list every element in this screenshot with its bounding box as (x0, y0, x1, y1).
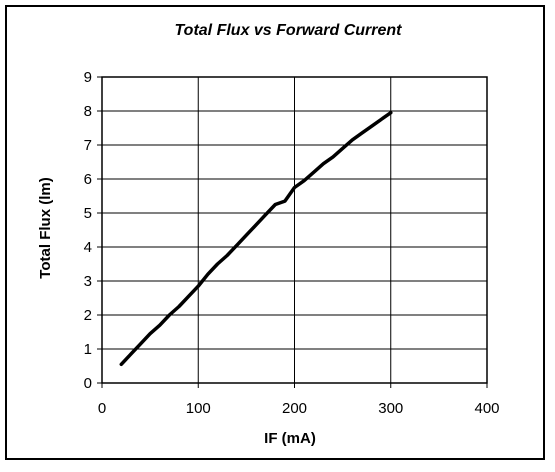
y-tick-label: 3 (84, 273, 92, 290)
x-tick-label: 100 (186, 400, 211, 417)
y-tick-label: 8 (84, 103, 92, 120)
series-line (119, 110, 393, 367)
axis-ticks: 0 1 2 3 4 5 6 7 8 9 0 100 200 300 400 (84, 69, 500, 417)
y-tick-label: 6 (84, 171, 92, 188)
x-tick-label: 200 (282, 400, 307, 417)
y-tick-label: 4 (84, 239, 92, 256)
y-tick-label: 5 (84, 205, 92, 222)
gridlines (101, 76, 488, 384)
x-tick-label: 0 (98, 400, 106, 417)
y-tick-label: 0 (84, 375, 92, 392)
y-tick-label: 2 (84, 307, 92, 324)
y-tick-label: 7 (84, 137, 92, 154)
y-axis-label: Total Flux (lm) (37, 177, 54, 278)
y-tick-label: 1 (84, 341, 92, 358)
x-tick-label: 300 (378, 400, 403, 417)
chart-frame (5, 5, 545, 460)
x-axis-label: IF (mA) (264, 430, 316, 447)
x-tick-label: 400 (474, 400, 499, 417)
y-tick-label: 9 (84, 69, 92, 86)
chart-title: Total Flux vs Forward Current (175, 22, 403, 39)
